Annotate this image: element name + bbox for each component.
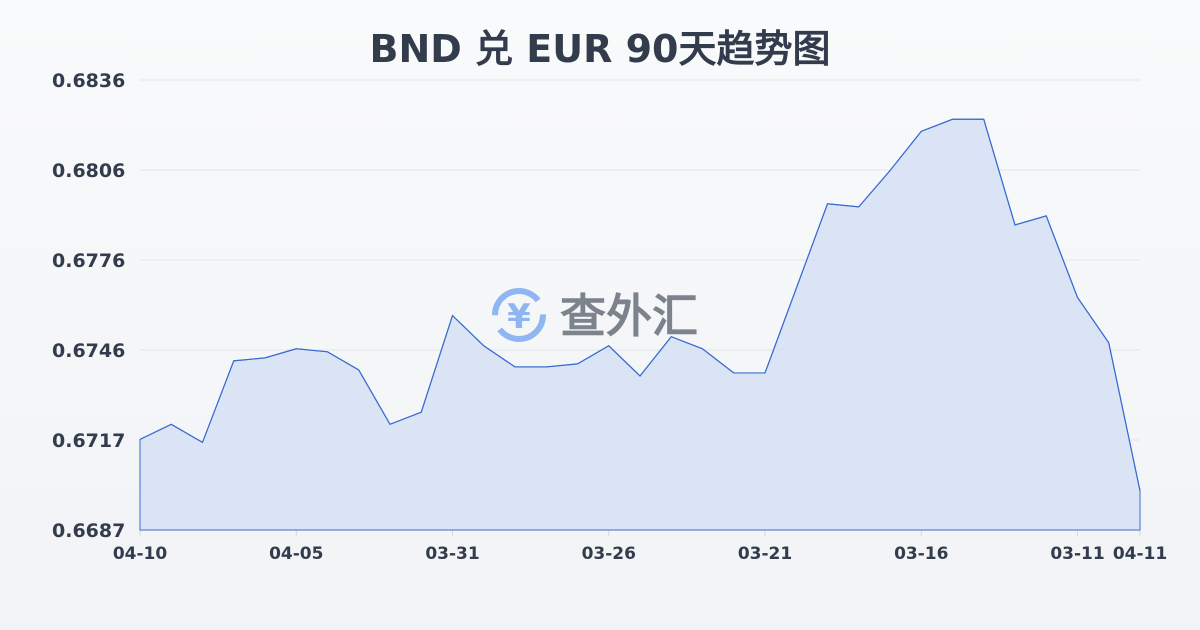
y-tick-label: 0.6687: [52, 520, 125, 542]
data-point-04-01: [420, 411, 423, 414]
x-tick-label: 04-11: [1113, 544, 1167, 564]
data-point-04-04: [326, 350, 329, 353]
data-point-03-25: [639, 374, 642, 377]
data-point-03-18: [857, 205, 860, 208]
data-point-03-31: [451, 314, 454, 317]
data-point-04-09: [170, 423, 173, 426]
yen-exchange-icon: ¥: [492, 288, 546, 342]
watermark: ¥ 查外汇: [492, 288, 698, 343]
y-tick-label: 0.6806: [52, 160, 125, 182]
chart-title: BND 兑 EUR 90天趋势图: [369, 27, 831, 71]
data-point-04-02: [389, 423, 392, 426]
svg-text:¥: ¥: [507, 297, 531, 337]
data-point-03-15: [951, 118, 954, 121]
x-tick-label: 03-21: [738, 544, 792, 564]
data-point-03-10: [1107, 341, 1110, 344]
series-line: [139, 118, 1141, 491]
data-point-03-28: [545, 365, 548, 368]
data-point-03-29: [514, 365, 517, 368]
data-point-04-07: [232, 359, 235, 362]
x-tick-label: 03-11: [1050, 544, 1104, 564]
data-point-03-14: [982, 118, 985, 121]
data-point-03-12: [1045, 214, 1048, 217]
data-point-03-22: [732, 371, 735, 374]
data-point-03-17: [889, 169, 892, 172]
data-point-03-16: [920, 130, 923, 133]
data-point-03-23: [701, 347, 704, 350]
data-point-03-30: [482, 344, 485, 347]
x-tick-label: 04-05: [269, 544, 323, 564]
x-tick-label: 03-31: [425, 544, 479, 564]
x-tick-label: 03-16: [894, 544, 948, 564]
data-point-03-24: [670, 335, 673, 338]
y-tick-label: 0.6717: [52, 430, 125, 452]
x-tick-label: 03-26: [582, 544, 636, 564]
data-point-04-05: [295, 347, 298, 350]
data-point-04-06: [264, 356, 267, 359]
x-tick-label: 04-10: [113, 544, 168, 564]
watermark-text: 查外汇: [560, 289, 698, 343]
data-point-03-19: [826, 202, 829, 205]
data-point-04-03: [357, 368, 360, 371]
data-point-03-21: [764, 371, 767, 374]
data-point-03-11: [1076, 296, 1079, 299]
data-point-04-11: [1139, 489, 1142, 492]
data-point-03-20: [795, 287, 798, 290]
data-point-04-08: [201, 441, 204, 444]
data-point-03-27: [576, 362, 579, 365]
y-tick-label: 0.6776: [52, 250, 125, 272]
data-point-03-26: [607, 344, 610, 347]
y-tick-label: 0.6836: [52, 70, 125, 92]
data-point-03-13: [1014, 223, 1017, 226]
y-tick-label: 0.6746: [52, 340, 125, 362]
data-point-04-10: [139, 438, 142, 441]
